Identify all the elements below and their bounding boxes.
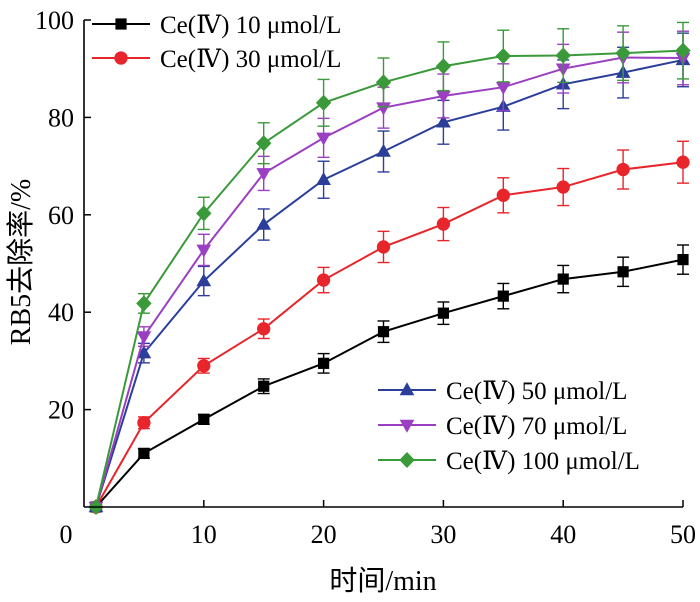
data-point (196, 273, 212, 287)
data-point (375, 74, 392, 91)
data-point (436, 114, 451, 128)
y-tick-label: 40 (48, 298, 74, 327)
axes-layer: 0 10 20 30 40 50 20 40 60 80 100 (35, 6, 696, 549)
data-point (138, 447, 150, 460)
legend-top-left: Ce(Ⅳ) 10 μmol/L Ce(Ⅳ) 30 μmol/L (92, 12, 341, 73)
data-point (435, 58, 452, 75)
series-5 (88, 21, 691, 516)
data-point (316, 172, 331, 185)
legend-label: Ce(Ⅳ) 10 μmol/L (160, 12, 341, 39)
data-point (377, 326, 390, 338)
legend-marker (399, 382, 415, 396)
data-point (256, 135, 272, 152)
x-tick-label: 20 (311, 520, 337, 549)
legend-marker (115, 18, 127, 30)
y-tick-label: 20 (48, 396, 74, 425)
y-tick-label: 80 (48, 103, 74, 132)
legend-marker (114, 51, 128, 65)
data-point (256, 216, 272, 230)
data-point (555, 47, 571, 64)
data-point (258, 380, 270, 392)
data-point (617, 266, 629, 278)
data-point (495, 47, 511, 65)
data-point (677, 254, 689, 266)
data-point (196, 205, 212, 222)
legend-layer: Ce(Ⅳ) 10 μmol/L Ce(Ⅳ) 30 μmol/L Ce(Ⅳ) 50 μ… (92, 12, 640, 475)
data-point (437, 307, 449, 319)
y-axis-title: RB5去除率/% (5, 179, 37, 345)
plot-layer (88, 21, 691, 516)
data-point (676, 155, 690, 169)
x-tick-label: 50 (670, 520, 696, 549)
legend-marker (399, 419, 415, 433)
legend-label: Ce(Ⅳ) 30 μmol/L (160, 46, 341, 73)
series-1 (90, 244, 689, 513)
legend-label: Ce(Ⅳ) 50 μmol/L (446, 378, 627, 405)
data-point (318, 357, 330, 369)
data-point (376, 102, 391, 116)
legend-marker (399, 451, 415, 469)
data-point (557, 273, 569, 285)
data-point (376, 240, 391, 254)
data-point (315, 94, 332, 111)
data-point (495, 81, 511, 95)
data-point (136, 331, 152, 345)
data-point (556, 180, 570, 194)
x-tick-label: 30 (430, 520, 456, 549)
data-point (256, 168, 272, 182)
data-point (675, 42, 691, 59)
data-point (316, 132, 331, 146)
data-point (615, 45, 631, 62)
y-tick-label: 100 (35, 6, 74, 35)
x-tick-label: 40 (550, 520, 576, 549)
data-point (197, 359, 211, 373)
data-point (136, 345, 152, 359)
data-point (136, 295, 152, 312)
data-point (257, 322, 271, 336)
data-point (497, 290, 509, 302)
x-tick-label: 0 (60, 520, 73, 549)
legend-bottom-right: Ce(Ⅳ) 50 μmol/L Ce(Ⅳ) 70 μmol/L Ce(Ⅳ) 100 … (378, 378, 640, 475)
data-point (376, 143, 391, 157)
series-2 (89, 140, 690, 514)
y-tick-label: 60 (48, 201, 74, 230)
legend-label: Ce(Ⅳ) 100 μmol/L (446, 448, 640, 475)
series-4 (88, 30, 691, 515)
x-axis-title: 时间/min (329, 565, 436, 597)
data-point (196, 244, 212, 258)
data-point (616, 162, 630, 177)
data-point (198, 413, 210, 425)
x-tick-label: 10 (191, 520, 217, 549)
data-point (137, 416, 151, 430)
data-point (316, 273, 331, 287)
data-point (436, 90, 451, 104)
series-3 (88, 32, 691, 513)
legend-label: Ce(Ⅳ) 70 μmol/L (446, 413, 627, 440)
data-point (436, 217, 451, 231)
data-point (496, 188, 510, 202)
